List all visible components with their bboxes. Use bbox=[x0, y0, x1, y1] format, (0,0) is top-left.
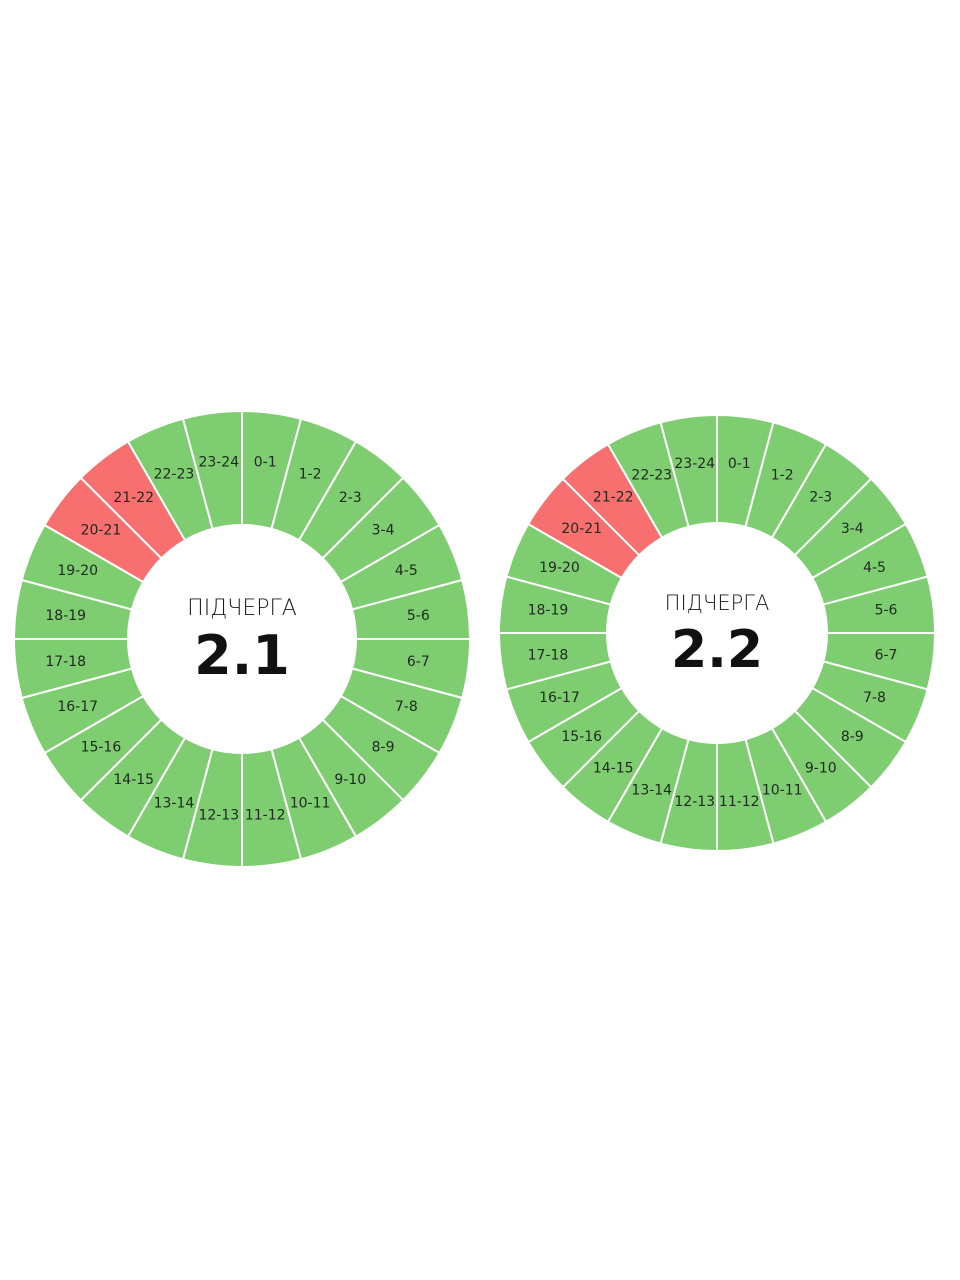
hour-label-16-17: 16-17 bbox=[539, 690, 580, 706]
wheel-hour-labels: 0-1 1-2 2-3 3-4 4-5 5-6 6-7 7-8 8-9 9-1010-1111-1… bbox=[45, 455, 430, 824]
hour-label-17-18: 17-18 bbox=[528, 647, 569, 663]
hour-label-9-10: 9-10 bbox=[805, 760, 837, 776]
hour-label-22-23: 22-23 bbox=[631, 467, 672, 483]
hour-label-5-6: 5-6 bbox=[407, 608, 430, 624]
hour-label-6-7: 6-7 bbox=[875, 647, 898, 663]
hour-label-15-16: 15-16 bbox=[561, 729, 602, 745]
schedule-wheel-2-1: 0-1 1-2 2-3 3-4 4-5 5-6 6-7 7-8 8-9 9-1010-1111-1… bbox=[12, 409, 472, 869]
hour-segment-23-24 bbox=[659, 413, 718, 528]
hour-label-19-20: 19-20 bbox=[539, 560, 580, 576]
hour-label-6-7: 6-7 bbox=[407, 654, 430, 670]
hour-label-4-5: 4-5 bbox=[863, 560, 886, 576]
hour-label-21-22: 21-22 bbox=[593, 490, 634, 506]
hour-label-12-13: 12-13 bbox=[674, 794, 715, 810]
hour-label-21-22: 21-22 bbox=[113, 490, 154, 506]
subqueue-number: 2.1 bbox=[194, 624, 290, 687]
hour-label-14-15: 14-15 bbox=[593, 760, 634, 776]
hour-label-10-11: 10-11 bbox=[290, 795, 331, 811]
hour-label-0-1: 0-1 bbox=[254, 455, 277, 471]
hour-label-14-15: 14-15 bbox=[113, 772, 154, 788]
hour-label-2-3: 2-3 bbox=[339, 490, 362, 506]
hour-label-20-21: 20-21 bbox=[81, 523, 122, 539]
subqueue-number: 2.2 bbox=[671, 620, 763, 680]
hour-label-4-5: 4-5 bbox=[395, 563, 418, 579]
hour-label-17-18: 17-18 bbox=[45, 654, 86, 670]
hour-segment-23-24 bbox=[181, 409, 243, 531]
hour-label-10-11: 10-11 bbox=[762, 783, 803, 799]
hour-label-22-23: 22-23 bbox=[154, 467, 195, 483]
hour-label-7-8: 7-8 bbox=[863, 690, 886, 706]
hour-label-23-24: 23-24 bbox=[198, 455, 239, 471]
hour-label-3-4: 3-4 bbox=[372, 523, 395, 539]
hour-label-11-12: 11-12 bbox=[245, 807, 286, 823]
hour-label-15-16: 15-16 bbox=[81, 739, 122, 755]
schedule-wheel-2-2: 0-1 1-2 2-3 3-4 4-5 5-6 6-7 7-8 8-99-1010-1111-1… bbox=[497, 413, 937, 853]
hour-label-5-6: 5-6 bbox=[875, 603, 898, 619]
hour-label-18-19: 18-19 bbox=[45, 608, 86, 624]
hour-label-1-2: 1-2 bbox=[771, 467, 794, 483]
hour-label-19-20: 19-20 bbox=[57, 563, 98, 579]
hour-label-13-14: 13-14 bbox=[154, 795, 195, 811]
hour-label-13-14: 13-14 bbox=[631, 783, 672, 799]
hour-label-2-3: 2-3 bbox=[809, 490, 832, 506]
hour-label-0-1: 0-1 bbox=[728, 456, 751, 472]
wheel-segments bbox=[12, 409, 472, 869]
subqueue-caption: ПІДЧЕРГА bbox=[665, 591, 770, 615]
hour-label-8-9: 8-9 bbox=[372, 739, 395, 755]
hour-label-23-24: 23-24 bbox=[674, 456, 715, 472]
wheel-segments bbox=[497, 413, 937, 853]
wheel-hour-labels: 0-1 1-2 2-3 3-4 4-5 5-6 6-7 7-8 8-99-1010-1111-1… bbox=[528, 456, 898, 810]
hour-label-1-2: 1-2 bbox=[299, 467, 322, 483]
hour-label-20-21: 20-21 bbox=[561, 521, 602, 537]
hour-label-8-9: 8-9 bbox=[841, 729, 864, 745]
hour-label-18-19: 18-19 bbox=[528, 603, 569, 619]
hour-label-9-10: 9-10 bbox=[334, 772, 366, 788]
hour-label-11-12: 11-12 bbox=[719, 794, 760, 810]
hour-label-7-8: 7-8 bbox=[395, 699, 418, 715]
hour-label-3-4: 3-4 bbox=[841, 521, 864, 537]
hour-label-16-17: 16-17 bbox=[57, 699, 98, 715]
subqueue-caption: ПІДЧЕРГА bbox=[187, 596, 297, 621]
hour-label-12-13: 12-13 bbox=[198, 807, 239, 823]
